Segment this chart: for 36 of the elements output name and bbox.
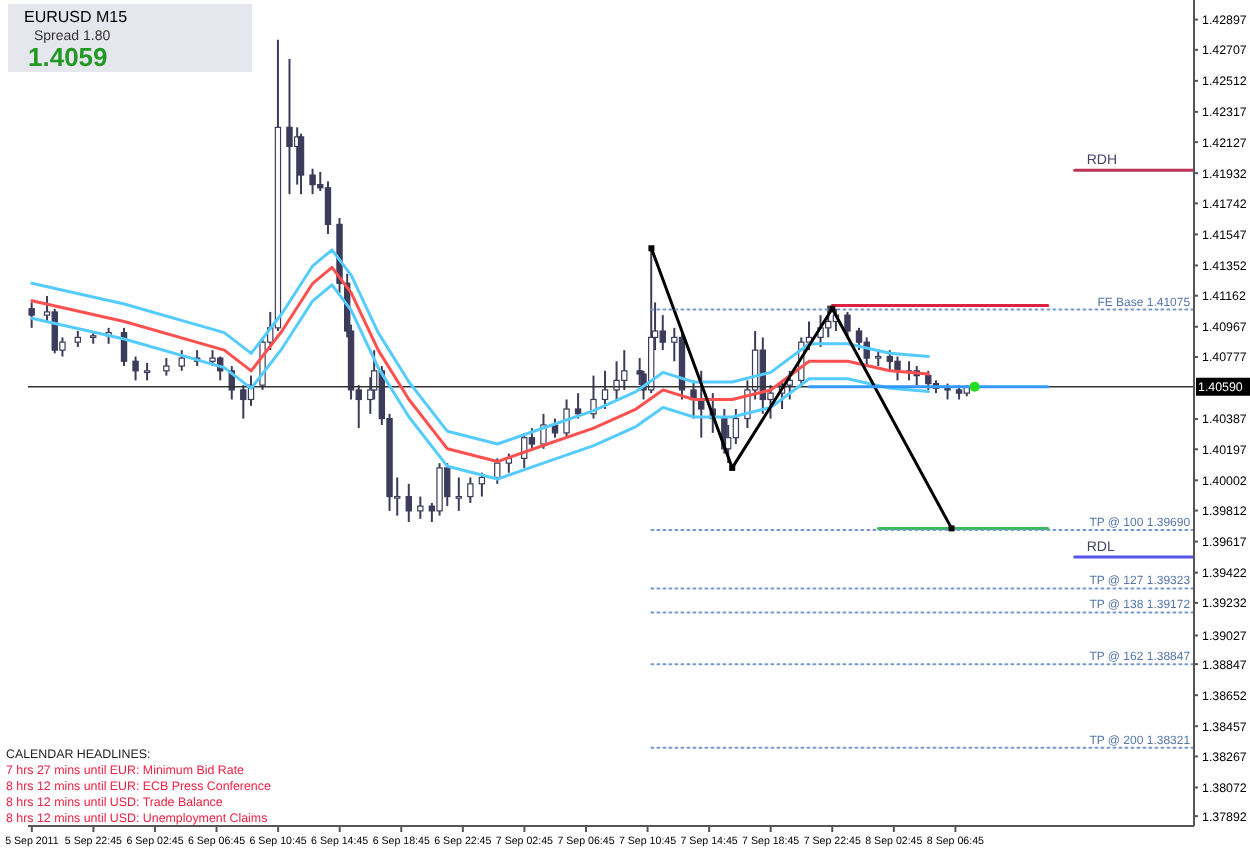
candlestick xyxy=(855,326,863,352)
candlestick xyxy=(494,457,501,485)
point xyxy=(948,525,955,532)
candlestick xyxy=(297,132,305,196)
candlestick xyxy=(286,57,293,196)
candlestick xyxy=(563,398,570,439)
candlestick xyxy=(324,180,332,235)
candlestick xyxy=(436,462,443,517)
candlestick xyxy=(894,355,901,382)
candlestick xyxy=(786,369,793,401)
candlestick xyxy=(417,495,424,520)
candlestick xyxy=(467,476,474,504)
candlestick xyxy=(601,369,609,411)
candlestick xyxy=(574,392,582,420)
point xyxy=(969,381,980,392)
candlestick xyxy=(844,310,851,339)
candlestick xyxy=(732,408,740,446)
point xyxy=(829,305,836,312)
candlestick xyxy=(309,167,316,196)
candlestick xyxy=(825,304,832,339)
line-series xyxy=(30,248,930,446)
candlestick xyxy=(659,314,666,352)
candlestick xyxy=(444,462,451,508)
point xyxy=(729,464,736,471)
candlestick xyxy=(240,384,247,420)
line-series xyxy=(648,245,955,532)
annotation: 1.4059 xyxy=(28,42,108,72)
candlestick xyxy=(621,349,628,391)
candlestick xyxy=(405,482,412,524)
candlestick xyxy=(886,349,893,372)
candlestick xyxy=(925,369,932,391)
point xyxy=(648,245,655,252)
candlestick xyxy=(28,301,35,329)
candlestick xyxy=(455,476,462,512)
candlestick xyxy=(132,355,139,382)
candlestick xyxy=(178,349,185,372)
